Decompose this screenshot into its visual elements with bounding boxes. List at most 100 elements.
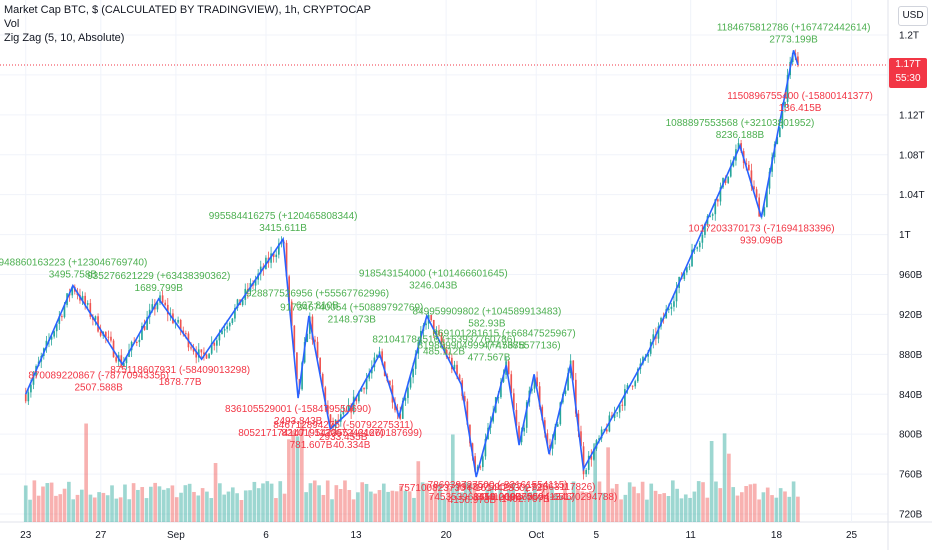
volume-bar	[343, 480, 347, 522]
zigzag-label: 869101281615 (+66847525967)	[432, 328, 575, 339]
candle-body	[652, 334, 655, 342]
volume-bar	[649, 483, 654, 522]
candle-body	[438, 330, 440, 335]
volume-bar	[123, 484, 127, 522]
candle-body	[156, 302, 159, 310]
candle-body	[164, 302, 167, 305]
candle-body	[698, 242, 701, 248]
candle-body	[732, 160, 735, 167]
zigzag-label: 485.112B	[423, 346, 465, 357]
volume-bar	[403, 490, 408, 522]
volume-bar	[455, 484, 459, 522]
indicator-volume[interactable]: Vol	[4, 18, 20, 30]
candle-body	[543, 420, 546, 434]
volume-bar	[541, 485, 546, 522]
zigzag-label: 821041784516 (+63937760786)	[372, 334, 515, 345]
volume-bar	[58, 494, 63, 522]
candle-body	[141, 326, 143, 340]
candle-body	[192, 348, 195, 352]
volume-bar	[524, 485, 528, 522]
volume-bar	[701, 482, 705, 522]
candle-body	[425, 323, 427, 326]
candle-body	[203, 352, 205, 355]
volume-bar	[770, 495, 774, 522]
candle-body	[458, 374, 461, 381]
zigzag-label: 870089220867 (-78770943356)	[28, 370, 169, 381]
volume-bar	[662, 493, 667, 522]
volume-bar	[528, 492, 533, 522]
candle-body	[551, 440, 554, 449]
volume-bar	[718, 488, 723, 522]
volume-bar	[45, 483, 50, 522]
volume-bar	[325, 480, 330, 522]
candle-body	[445, 349, 448, 358]
volume-bar	[364, 483, 369, 522]
zigzag-label: 805217174147 (-113067242126)	[238, 428, 384, 439]
zigzag-label: 928877526956 (+55567762996)	[246, 288, 389, 299]
volume-bar	[545, 483, 550, 522]
candle-body	[161, 295, 164, 303]
volume-bar	[291, 430, 296, 522]
volume-bar	[351, 499, 356, 522]
zigzag-label: 1402.767B	[501, 494, 550, 505]
candle-body	[719, 187, 722, 202]
volume-bar	[347, 490, 352, 522]
candle-body	[688, 266, 691, 268]
candle-body	[546, 433, 549, 446]
last-price-badge: 1.17T 55:30	[889, 58, 927, 88]
candle-body	[345, 411, 347, 413]
price-tick-label: 720B	[899, 510, 923, 521]
candle-body	[572, 360, 575, 380]
candle-body	[360, 387, 363, 392]
candle-body	[574, 379, 577, 414]
zigzag-label: 8236.188B	[716, 130, 765, 141]
volume-bar	[287, 439, 291, 522]
candle-body	[474, 456, 476, 472]
candle-body	[523, 427, 526, 432]
volume-bar	[144, 498, 149, 522]
candle-body	[404, 397, 407, 401]
candle-body	[177, 319, 179, 323]
volume-bar	[727, 453, 731, 522]
candle-body	[598, 438, 600, 441]
zigzag-label: 1619.208B	[473, 492, 522, 503]
candle-body	[451, 357, 453, 370]
volume-bar	[356, 492, 360, 522]
candle-body	[61, 316, 63, 318]
volume-bar	[709, 441, 714, 522]
candle-body	[616, 412, 618, 414]
candle-body	[492, 412, 495, 422]
zigzag-label: 2773.199B	[769, 34, 818, 45]
candle-body	[463, 396, 466, 402]
time-tick-label: 25	[846, 530, 858, 541]
candle-body	[195, 351, 198, 358]
volume-bar	[88, 494, 93, 522]
candle-body	[538, 386, 541, 407]
candle-body	[63, 304, 66, 318]
indicator-zigzag[interactable]: Zig Zag (5, 10, Absolute)	[4, 32, 125, 44]
volume-bar	[442, 498, 447, 522]
volume-bar	[450, 434, 455, 522]
volume-bar	[377, 490, 382, 522]
zigzag-label: 935276621229 (+63438390362)	[87, 271, 230, 282]
candle-body	[55, 323, 58, 332]
candle-body	[228, 322, 231, 327]
volume-bar	[705, 497, 710, 522]
volume-bar	[386, 491, 390, 522]
candle-body	[24, 394, 27, 402]
volume-bar	[627, 482, 632, 522]
volume-bar	[459, 492, 464, 522]
price-axis[interactable]: 1.2T1.16T1.12T1.08T1.04T1T960B920B880B84…	[899, 31, 925, 521]
volume-bar	[153, 482, 157, 522]
zigzag-label: 1878.77B	[159, 377, 202, 388]
volume-bar	[161, 489, 166, 522]
candle-body	[401, 400, 404, 419]
volume-bar	[92, 497, 97, 522]
currency-button[interactable]: USD	[898, 6, 928, 26]
candle-body	[580, 431, 582, 447]
candle-body	[758, 197, 761, 217]
candle-body	[636, 369, 639, 382]
candle-body	[717, 199, 719, 202]
time-axis[interactable]: 23 27 Sep 6 13 20 Oct 5 11 18 25	[20, 530, 857, 541]
